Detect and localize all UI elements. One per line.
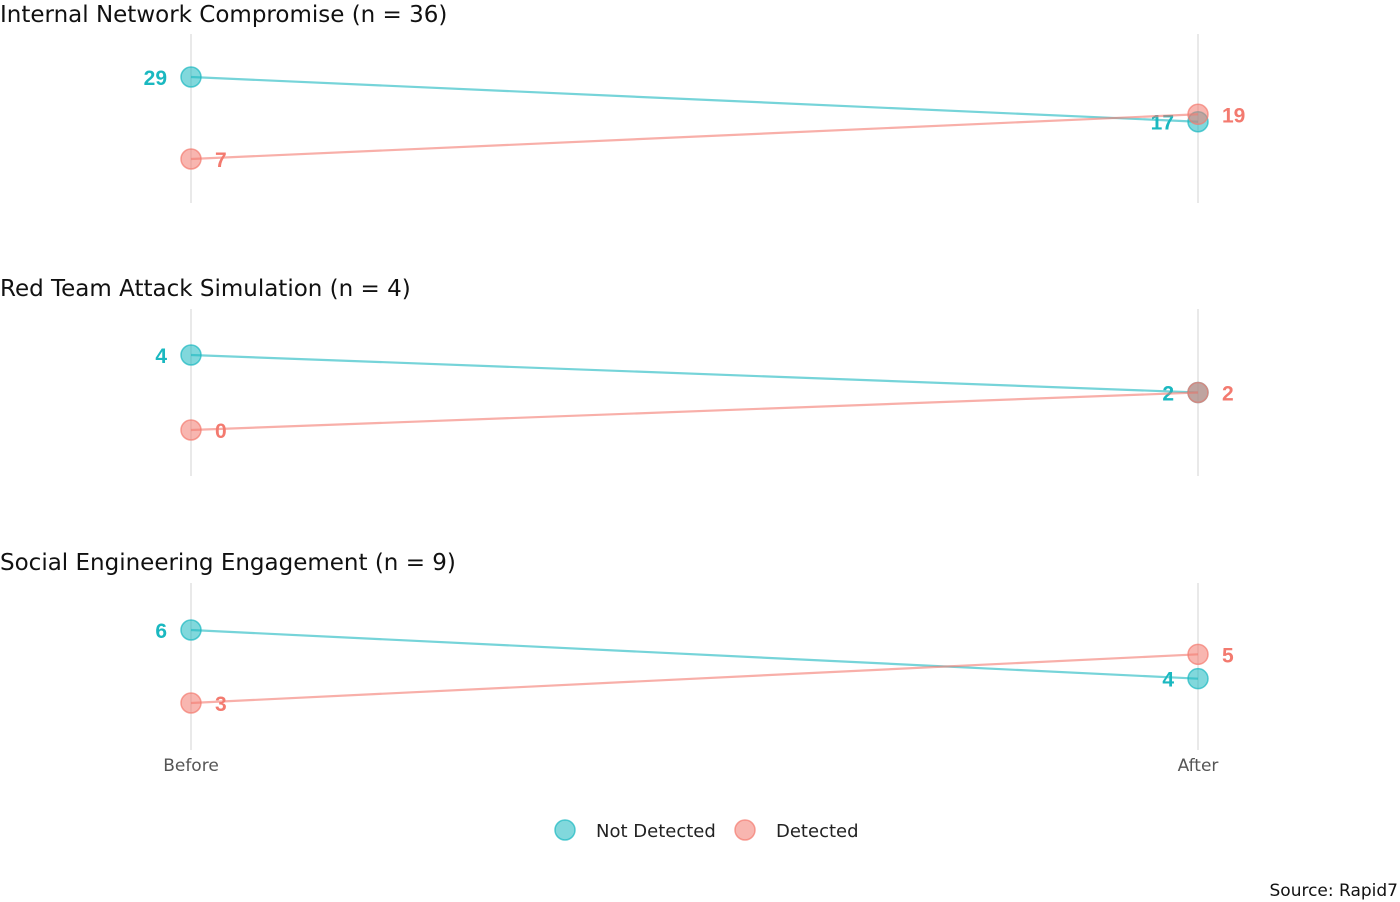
x-tick-label-after: After bbox=[1178, 756, 1219, 776]
series-line-detected bbox=[190, 113, 1199, 161]
series-line-detected bbox=[190, 653, 1199, 705]
x-tick-label-before: Before bbox=[163, 756, 219, 776]
panel-1: Internal Network Compromise (n = 36) 29 17… bbox=[0, 2, 1245, 203]
point-not-detected-before bbox=[180, 66, 202, 88]
source-caption: Source: Rapid7 bbox=[1270, 881, 1399, 901]
panel-title: Red Team Attack Simulation (n = 4) bbox=[0, 276, 411, 302]
data-label-not-detected-before: 29 bbox=[144, 67, 167, 90]
series-line-detected bbox=[190, 391, 1199, 432]
legend-label-not-detected: Not Detected bbox=[596, 821, 716, 842]
data-label-detected-before: 7 bbox=[215, 149, 227, 172]
legend-swatch-detected bbox=[734, 819, 756, 841]
point-detected-before bbox=[180, 419, 202, 441]
data-label-detected-before: 0 bbox=[215, 420, 227, 443]
point-detected-before bbox=[180, 148, 202, 170]
point-not-detected-before bbox=[180, 619, 202, 641]
point-not-detected-before bbox=[180, 344, 202, 366]
data-label-detected-before: 3 bbox=[215, 693, 227, 716]
point-detected-after bbox=[1187, 381, 1209, 404]
data-label-not-detected-before: 4 bbox=[155, 345, 167, 368]
series-line-not-detected bbox=[190, 75, 1199, 123]
legend: Not Detected Detected bbox=[554, 819, 859, 842]
legend-swatch-not-detected bbox=[554, 819, 576, 841]
data-label-detected-after: 5 bbox=[1222, 644, 1234, 667]
data-label-detected-after: 19 bbox=[1222, 104, 1245, 127]
point-detected-after bbox=[1187, 103, 1209, 126]
legend-label-detected: Detected bbox=[776, 821, 859, 842]
data-label-not-detected-after: 17 bbox=[1151, 112, 1174, 135]
data-label-not-detected-after: 4 bbox=[1162, 669, 1174, 692]
panel-2: Red Team Attack Simulation (n = 4)4202 bbox=[0, 276, 1234, 476]
data-label-not-detected-before: 6 bbox=[155, 620, 167, 643]
point-detected-before bbox=[180, 692, 202, 714]
series-line-not-detected bbox=[190, 353, 1199, 394]
chart-panels: Internal Network Compromise (n = 36) 29 17… bbox=[0, 2, 1245, 750]
data-label-detected-after: 2 bbox=[1222, 383, 1234, 406]
panel-3: Social Engineering Engagement (n = 9) 6 4 3… bbox=[0, 550, 1234, 750]
panel-title: Social Engineering Engagement (n = 9) bbox=[0, 550, 456, 576]
x-axis: Before After bbox=[163, 756, 1218, 776]
point-detected-after bbox=[1187, 643, 1209, 666]
panel-title: Internal Network Compromise (n = 36) bbox=[0, 2, 447, 28]
point-not-detected-after bbox=[1187, 667, 1209, 690]
series-line-not-detected bbox=[190, 628, 1199, 680]
